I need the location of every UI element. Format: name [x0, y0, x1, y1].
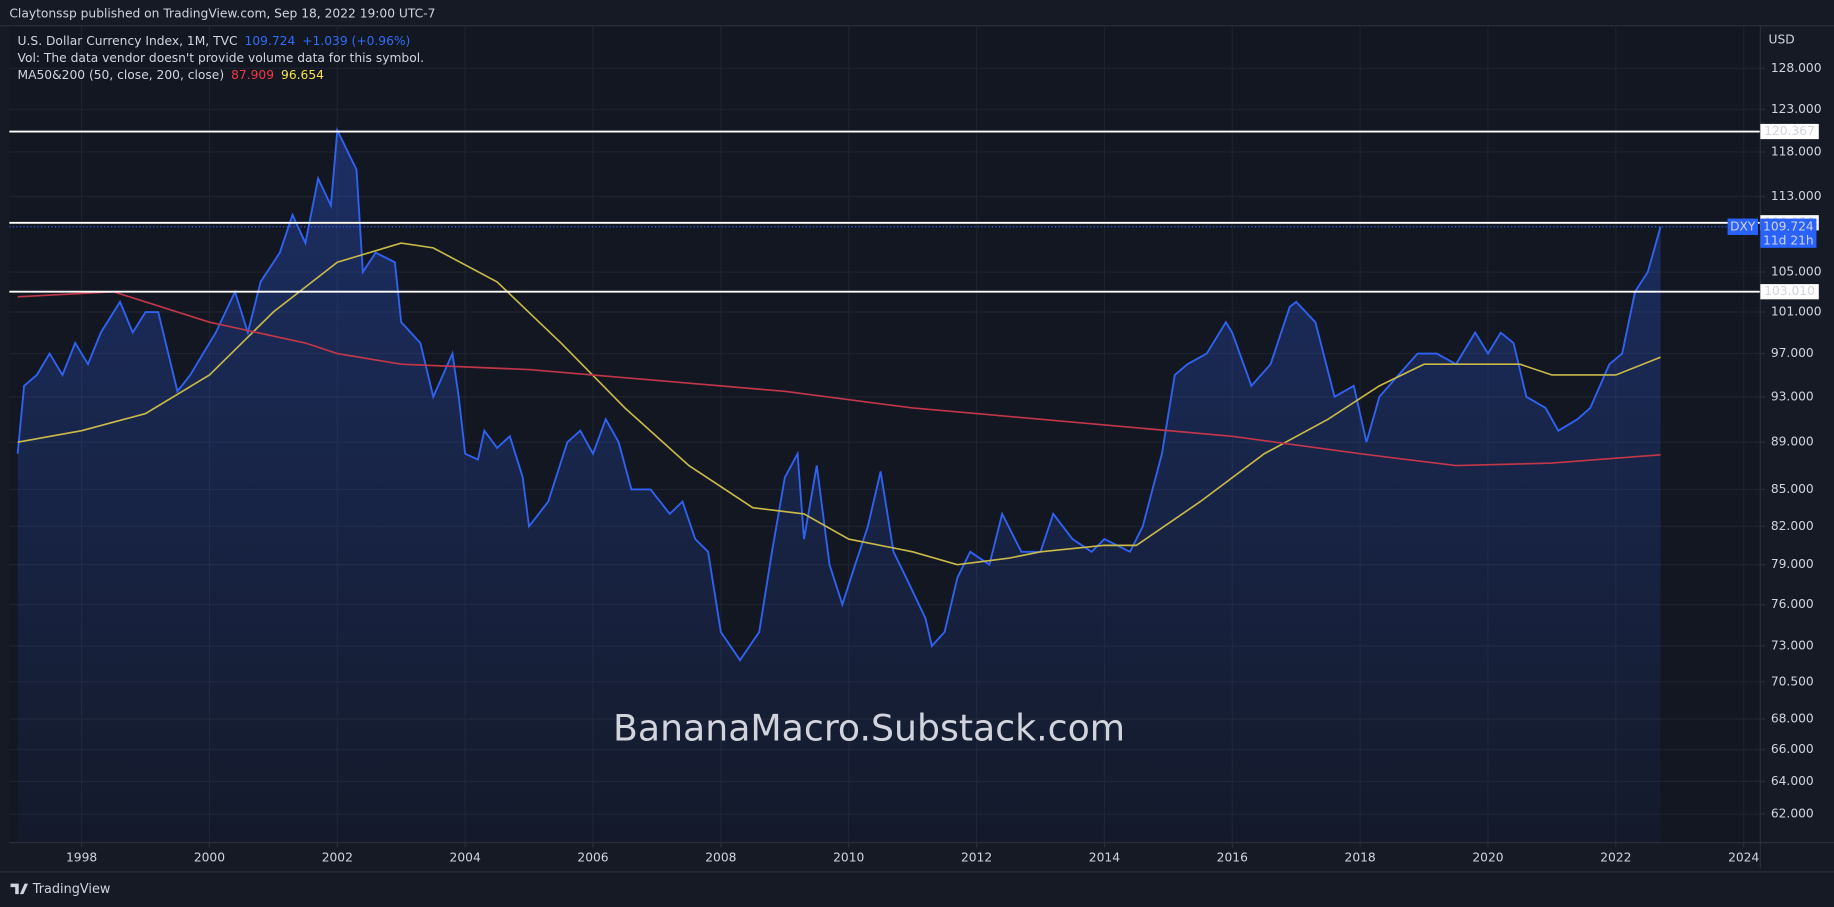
x-tick-label: 2020 [1472, 850, 1503, 864]
footer-brand: TradingView [32, 882, 111, 897]
moving-average-line [17, 242, 1661, 566]
y-tick-label: 85.000 [1771, 482, 1814, 496]
y-tick-label: 82.000 [1771, 519, 1814, 533]
countdown: 11d 21h [1763, 233, 1814, 247]
y-tick-label: 70.500 [1771, 674, 1814, 688]
ma200-value: 87.909 [231, 67, 274, 81]
moving-average-line [17, 290, 1661, 467]
y-tick-label: 113.000 [1771, 189, 1822, 203]
price-label: 109.724 [1763, 219, 1814, 233]
indicator-name: MA50&200 (50, close, 200, close) [18, 67, 225, 81]
y-tick-label: 97.000 [1771, 346, 1814, 360]
footer-logo: TradingView [10, 882, 111, 897]
last-value: 109.724 [245, 33, 296, 47]
price-area [17, 130, 1661, 843]
x-tick-label: 2004 [450, 850, 481, 864]
symbol-label: DXY [1730, 219, 1756, 233]
y-tick-label: 105.000 [1771, 265, 1822, 279]
x-tick-label: 2014 [1089, 850, 1120, 864]
x-tick-label: 2016 [1217, 850, 1248, 864]
y-tick-label: 64.000 [1771, 774, 1814, 788]
volume-note: Vol: The data vendor doesn't provide vol… [18, 51, 424, 65]
y-tick-label: 93.000 [1771, 389, 1814, 403]
y-tick-label: 128.000 [1771, 61, 1822, 75]
symbol-name: U.S. Dollar Currency Index, 1M, TVC [18, 33, 238, 47]
level-tag [1760, 123, 1819, 140]
legend-symbol: U.S. Dollar Currency Index, 1M, TVC 109.7… [18, 33, 411, 47]
x-tick-label: 2012 [961, 850, 992, 864]
price-tag [1760, 218, 1817, 248]
y-tick-label: 73.000 [1771, 638, 1814, 652]
y-tick-label: 66.000 [1771, 742, 1814, 756]
plot [9, 126, 1761, 843]
level-label: 103.010 [1764, 284, 1815, 298]
x-tick-label: 2024 [1728, 850, 1759, 864]
x-tick-label: 2018 [1345, 850, 1376, 864]
y-tick-label: 101.000 [1771, 304, 1822, 318]
x-tick-label: 2000 [194, 850, 225, 864]
x-tick-label: 2010 [833, 850, 864, 864]
ma50-value: 96.654 [281, 67, 324, 81]
logo-icon [10, 883, 29, 895]
watermark: BananaMacro.Substack.com [613, 706, 1125, 749]
y-tick-label: 68.000 [1771, 711, 1814, 725]
publisher: Claytonssp published on TradingView.com,… [9, 7, 435, 21]
level-label: 120.367 [1764, 124, 1815, 138]
x-tick-label: 2022 [1600, 850, 1631, 864]
level-tag [1760, 284, 1819, 300]
y-tick-label: 118.000 [1771, 144, 1822, 158]
x-tick-label: 2008 [705, 850, 736, 864]
y-tick-label: 89.000 [1771, 435, 1814, 449]
x-tick-label: 2006 [577, 850, 608, 864]
y-tick-label: 123.000 [1771, 102, 1822, 116]
indicator: MA50&200 (50, close, 200, close) 87.909 96… [18, 67, 325, 81]
y-tick-label: 76.000 [1771, 597, 1814, 611]
x-tick-label: 2002 [322, 850, 353, 864]
symbol-tag [1727, 218, 1758, 235]
x-tick-label: 1998 [66, 850, 97, 864]
y-unit: USD [1769, 32, 1795, 46]
axes: 62.000 64.000 66.000 68.000 70.500 73.000 76.0… [66, 61, 1822, 865]
y-tick-label: 79.000 [1771, 557, 1814, 571]
change: +1.039 (+0.96%) [302, 33, 410, 47]
price-line [16, 126, 1662, 662]
y-tick-label: 62.000 [1771, 807, 1814, 821]
